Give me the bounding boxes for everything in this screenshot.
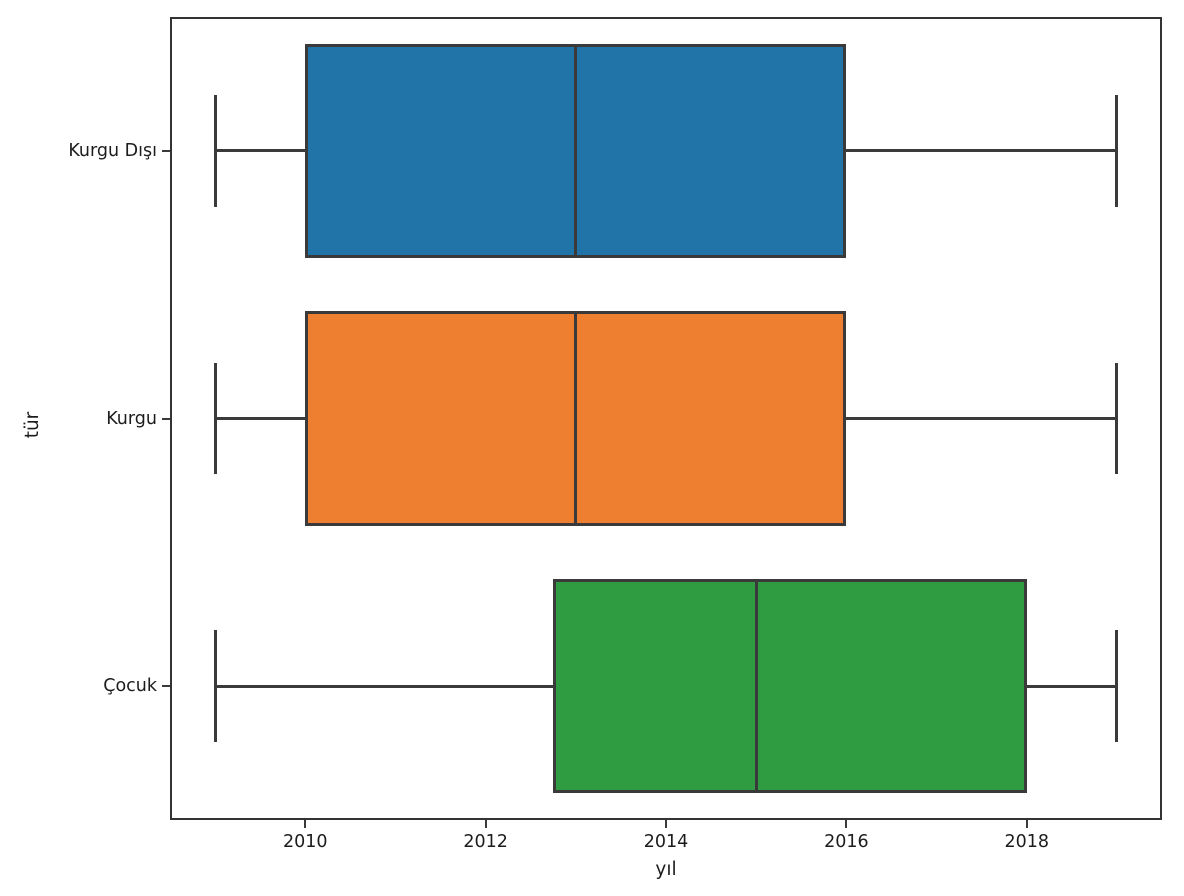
whisker-cap-low [213,630,217,742]
median-line [754,579,758,794]
y-tick-label: Kurgu [106,408,157,429]
whisker-cap-high [1115,630,1119,742]
whisker-cap-low [213,95,217,207]
x-tick-label: 2016 [824,832,869,852]
whisker-line-low [215,417,306,420]
y-tick-mark [162,417,170,420]
median-line [574,311,578,526]
box-2 [553,579,1027,794]
whisker-cap-high [1115,362,1119,475]
median-line [574,43,578,258]
whisker-line-low [215,149,306,153]
x-tick-label: 2014 [643,832,689,852]
whisker-line-high [846,417,1117,420]
whisker-cap-high [1115,95,1119,207]
y-tick-label: Kurgu Dışı [68,140,157,161]
y-tick-mark [162,685,170,688]
whisker-cap-low [213,362,217,475]
whisker-line-low [215,684,554,688]
x-tick-mark [484,820,487,828]
x-tick-mark [1025,820,1028,828]
y-tick-label: Çocuk [103,676,157,697]
y-tick-mark [162,149,170,152]
x-tick-mark [845,820,848,828]
whisker-line-high [1026,684,1117,688]
x-axis-label: yıl [655,859,677,880]
x-tick-label: 2010 [282,832,328,852]
x-tick-label: 2018 [1004,832,1049,852]
y-axis-label: tür [22,411,43,439]
whisker-line-high [846,149,1117,153]
x-tick-mark [304,820,307,828]
x-tick-label: 2012 [463,832,508,852]
x-tick-mark [665,820,667,828]
